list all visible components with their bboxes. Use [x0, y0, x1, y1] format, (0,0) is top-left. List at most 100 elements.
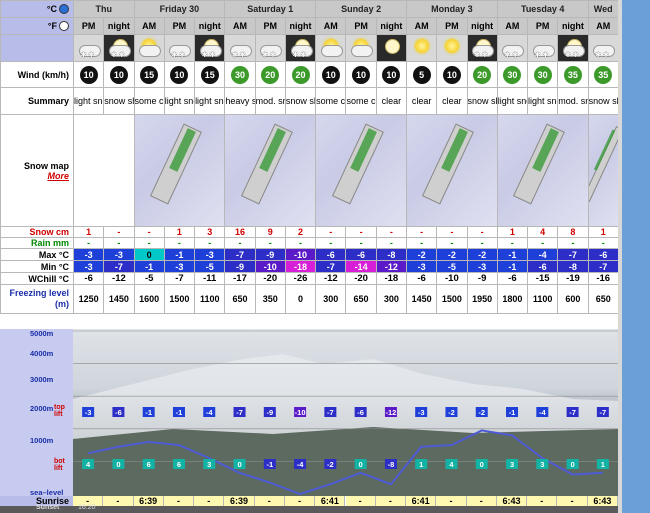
bot-lift-temp-value: -1 — [266, 460, 273, 469]
min-temp-cell: -8 — [557, 260, 589, 273]
freezing-cell: 0 — [284, 284, 317, 314]
snow-map-thumbnail[interactable] — [587, 114, 619, 227]
snow-map-thumbnail[interactable] — [133, 114, 226, 227]
min-temp-cell: -5 — [436, 260, 468, 273]
min-temp-cell: -7 — [103, 260, 135, 273]
weather-cell — [375, 34, 407, 62]
max-temp-cell: -2 — [436, 248, 468, 261]
cloud-shape — [351, 45, 374, 57]
period-header: night — [284, 17, 317, 35]
summary-cell: heavy snow — [224, 87, 256, 115]
snowflake-shape: ✱ ✱ — [262, 52, 276, 59]
weather-cell — [436, 34, 468, 62]
cloud-shape — [562, 45, 585, 57]
celsius-radio[interactable] — [59, 4, 69, 15]
unit-fahrenheit-toggle[interactable]: °F — [0, 17, 74, 35]
max-temp-label: Max °C — [0, 248, 74, 261]
top-lift-temp-box — [142, 407, 155, 417]
wind-chill-cell: -16 — [587, 272, 619, 285]
wind-cell: 30 — [527, 61, 559, 88]
more-link[interactable]: More — [47, 170, 69, 181]
snow-map-image[interactable] — [407, 115, 497, 226]
period-header: AM — [133, 17, 165, 35]
weather-cell — [345, 34, 377, 62]
sunset-cell: 16:20 — [78, 504, 96, 511]
snow-map-thumbnail[interactable] — [405, 114, 498, 227]
snow-map-thumbnail[interactable] — [496, 114, 589, 227]
wind-arrow-icon: 10 — [170, 65, 189, 84]
min-temp-cell: -10 — [254, 260, 286, 273]
sun-cloud-icon — [350, 37, 374, 57]
sunrise-cell: - — [194, 496, 225, 506]
period-header: night — [194, 17, 226, 35]
bot-lift-temp-value: 3 — [207, 460, 211, 469]
bot-lift-temp-value: 1 — [601, 460, 605, 469]
snowflake-shape: ✱ ✱ — [474, 52, 488, 59]
top-lift-temp-box — [324, 407, 337, 417]
top-lift-temp-box — [263, 407, 276, 417]
top-lift-label: top lift — [54, 404, 65, 418]
wind-arrow-icon: 15 — [140, 65, 159, 84]
min-temp-cell: -9 — [224, 260, 256, 273]
sunrise-cell: - — [254, 496, 285, 506]
sunrise-cell: - — [436, 496, 467, 506]
wind-arrow-icon: 10 — [79, 65, 98, 84]
wind-arrow-icon: 35 — [594, 65, 613, 84]
snow-cell: 4 — [527, 226, 559, 238]
top-lift-temp-value: -4 — [539, 408, 546, 417]
period-header: AM — [587, 17, 619, 35]
japan-land-shape — [589, 125, 618, 202]
bot-lift-temp-box — [384, 459, 397, 469]
weather-cell: ✱ ✱ — [284, 34, 317, 62]
sunset-label: Sunset — [36, 504, 60, 511]
summary-cell: snow shwrs — [466, 87, 498, 115]
snow-map-image[interactable] — [498, 115, 588, 226]
max-temp-cell: -6 — [587, 248, 619, 261]
wind-chill-cell: -6 — [405, 272, 438, 285]
top-lift-temp-box — [294, 407, 307, 417]
weather-cell: ✱ ✱ — [527, 34, 559, 62]
bot-lift-temp-value: 0 — [570, 460, 574, 469]
sunrise-cell: - — [284, 496, 316, 506]
top-lift-temp-value: -6 — [115, 408, 122, 417]
sunrise-cell: - — [345, 496, 376, 506]
min-temp-cell: -18 — [284, 260, 317, 273]
rain-cell: - — [194, 237, 226, 249]
top-lift-temp-value: -3 — [418, 408, 425, 417]
wind-arrow-icon: 30 — [230, 65, 249, 84]
sunrise-cell: 6:41 — [406, 496, 437, 506]
snow-map-thumbnail[interactable] — [224, 114, 317, 227]
snow-map-thumbnail[interactable] — [315, 114, 407, 227]
top-lift-temp-value: -12 — [385, 408, 396, 417]
max-temp-cell: -7 — [224, 248, 256, 261]
snowflake-shape: ✱ ✱ — [595, 52, 609, 59]
snow-map-image[interactable] — [135, 115, 224, 226]
bot-lift-label: bot lift — [54, 458, 65, 472]
snow-map-image[interactable] — [316, 115, 406, 226]
snowflake-shape: ✱ ✱ — [292, 52, 307, 59]
wind-chill-cell: -20 — [254, 272, 286, 285]
wind-arrow-icon: 20 — [473, 65, 492, 84]
max-temp-cell: -6 — [345, 248, 377, 261]
wind-chill-cell: -6 — [496, 272, 529, 285]
wind-arrow-icon: 35 — [563, 65, 582, 84]
period-header: PM — [436, 17, 468, 35]
snow-map-image[interactable] — [225, 115, 315, 226]
rain-cell: - — [496, 237, 529, 249]
period-header: night — [466, 17, 498, 35]
min-temp-cell: -14 — [345, 260, 377, 273]
fahrenheit-radio[interactable] — [59, 21, 69, 32]
fahrenheit-label: °F — [47, 20, 57, 31]
sunrise-cell: - — [73, 496, 104, 506]
max-temp-cell: -1 — [496, 248, 529, 261]
rain-cell: - — [375, 237, 407, 249]
unit-celsius-toggle[interactable]: °C — [0, 0, 74, 18]
wind-arrow-icon: 10 — [109, 65, 128, 84]
top-lift-temp-value: -3 — [85, 408, 92, 417]
weather-cell — [133, 34, 165, 62]
top-lift-temp-box — [172, 407, 185, 417]
rain-cell: - — [163, 237, 196, 249]
max-temp-cell: -3 — [194, 248, 226, 261]
top-lift-temp-value: -2 — [478, 408, 485, 417]
snow-map-image[interactable] — [589, 115, 618, 226]
